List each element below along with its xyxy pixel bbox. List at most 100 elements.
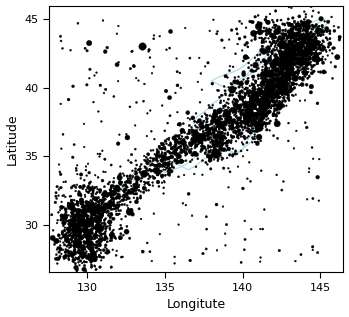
Point	[167, 113, 173, 118]
Point	[82, 252, 87, 257]
Point	[194, 152, 199, 157]
Point	[74, 231, 80, 236]
Point	[82, 223, 87, 228]
Point	[69, 220, 75, 225]
Point	[75, 243, 81, 248]
Point	[267, 77, 273, 82]
Point	[57, 236, 62, 241]
Point	[267, 79, 273, 84]
Point	[169, 160, 175, 165]
Point	[77, 192, 82, 197]
Point	[318, 32, 324, 37]
Point	[281, 80, 287, 85]
Point	[198, 139, 203, 144]
Point	[291, 43, 297, 48]
Point	[248, 63, 254, 68]
Point	[272, 107, 277, 112]
Point	[216, 126, 222, 131]
Point	[303, 52, 309, 57]
Point	[61, 193, 67, 198]
Point	[111, 176, 117, 181]
Point	[246, 88, 252, 93]
Point	[292, 55, 298, 60]
Point	[88, 244, 94, 249]
Point	[96, 209, 101, 214]
Point	[157, 232, 163, 237]
Point	[203, 128, 208, 133]
Point	[85, 241, 91, 246]
Point	[255, 91, 261, 96]
Point	[108, 188, 114, 193]
X-axis label: Longitute: Longitute	[166, 298, 225, 311]
Point	[56, 187, 62, 192]
Point	[206, 130, 211, 135]
Point	[133, 75, 139, 81]
Point	[135, 197, 140, 202]
Point	[245, 176, 250, 181]
Point	[274, 73, 279, 78]
Point	[87, 199, 92, 204]
Point	[245, 45, 251, 50]
Point	[291, 49, 296, 54]
Point	[78, 217, 83, 223]
Point	[266, 99, 272, 104]
Point	[125, 135, 130, 140]
Point	[103, 206, 109, 211]
Point	[291, 61, 296, 66]
Point	[257, 119, 263, 124]
Point	[207, 126, 212, 131]
Point	[154, 172, 160, 178]
Point	[306, 66, 311, 71]
Point	[103, 204, 109, 209]
Point	[311, 43, 317, 48]
Point	[278, 51, 284, 56]
Point	[217, 125, 223, 130]
Point	[259, 103, 264, 108]
Point	[64, 243, 70, 249]
Point	[75, 199, 80, 204]
Point	[252, 91, 258, 96]
Point	[243, 85, 249, 90]
Point	[209, 125, 215, 130]
Point	[267, 74, 273, 80]
Point	[72, 245, 77, 250]
Point	[244, 140, 250, 145]
Point	[256, 92, 261, 97]
Point	[274, 89, 280, 94]
Point	[268, 72, 273, 77]
Point	[103, 87, 109, 92]
Point	[288, 86, 293, 91]
Point	[79, 235, 84, 240]
Point	[122, 193, 127, 198]
Point	[323, 48, 328, 53]
Point	[77, 228, 83, 233]
Point	[294, 43, 299, 48]
Point	[182, 146, 188, 152]
Point	[281, 78, 287, 83]
Point	[97, 214, 103, 219]
Point	[268, 73, 274, 78]
Point	[279, 77, 285, 82]
Point	[105, 224, 111, 229]
Point	[97, 234, 103, 239]
Point	[242, 105, 247, 110]
Point	[269, 88, 275, 93]
Point	[108, 188, 114, 193]
Point	[242, 120, 248, 126]
Point	[317, 31, 322, 36]
Point	[97, 197, 103, 202]
Point	[130, 186, 135, 191]
Point	[285, 63, 291, 68]
Point	[203, 133, 209, 138]
Point	[233, 86, 238, 91]
Point	[263, 111, 269, 116]
Point	[299, 59, 305, 64]
Point	[83, 227, 89, 232]
Point	[173, 133, 178, 138]
Point	[67, 229, 73, 234]
Point	[314, 44, 320, 49]
Point	[69, 237, 74, 243]
Point	[216, 127, 222, 132]
Point	[71, 223, 76, 228]
Point	[303, 52, 309, 57]
